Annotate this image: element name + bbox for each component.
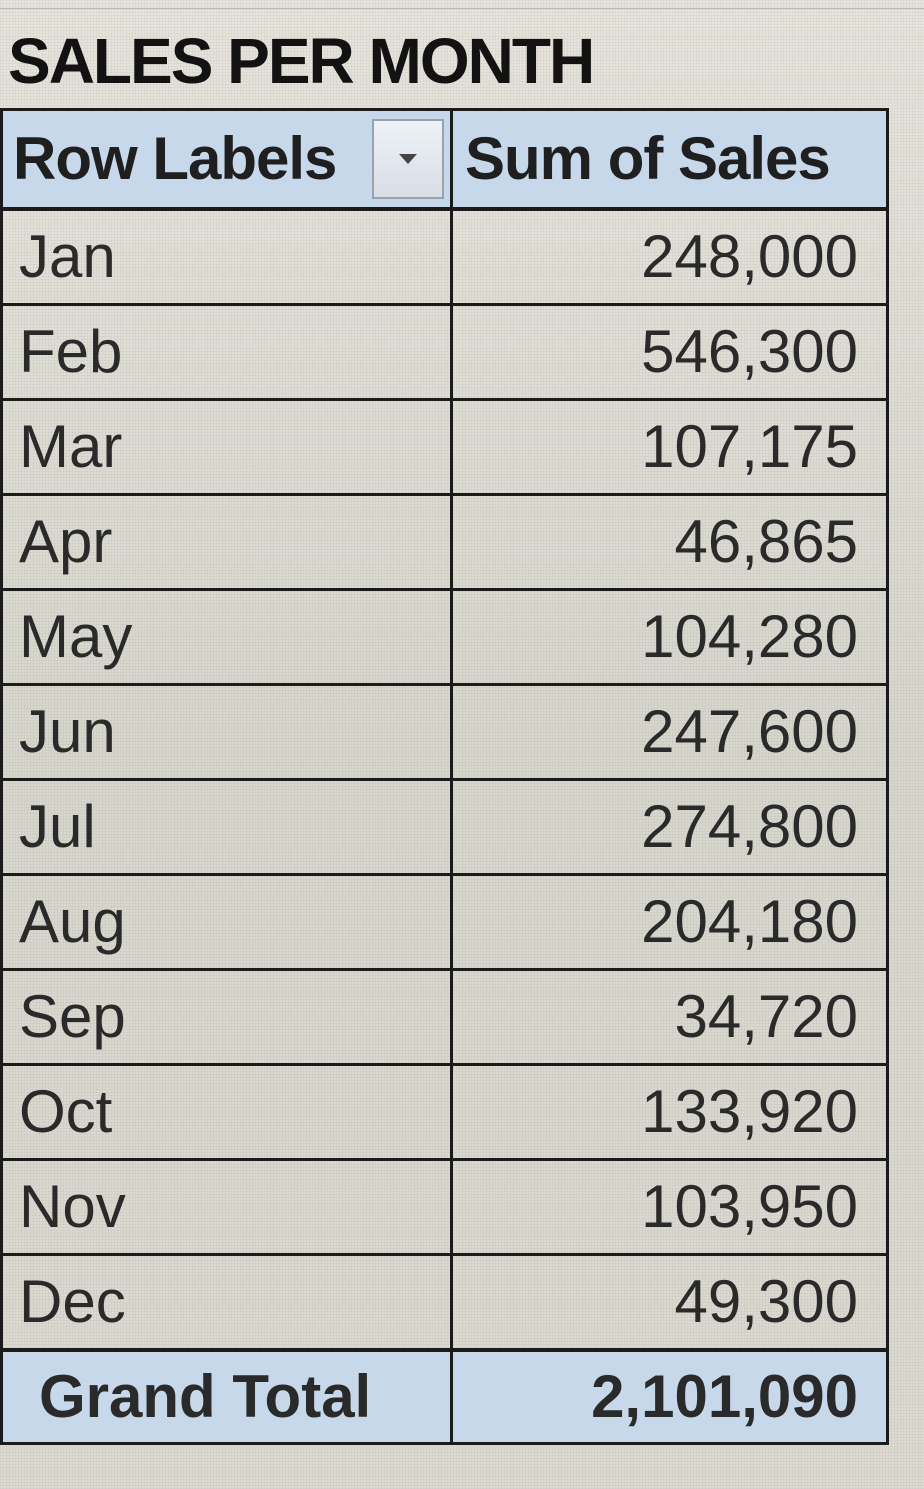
table-row: Jun 247,600 xyxy=(0,683,889,781)
row-labels-header-label: Row Labels xyxy=(13,125,337,192)
month-cell[interactable]: Feb xyxy=(0,303,453,401)
row-labels-filter-button[interactable] xyxy=(372,119,444,199)
table-row: Nov 103,950 xyxy=(0,1158,889,1256)
sales-cell[interactable]: 204,180 xyxy=(450,873,889,971)
month-cell[interactable]: Apr xyxy=(0,493,453,591)
month-cell[interactable]: Nov xyxy=(0,1158,453,1256)
pivot-grid: Row Labels Sum of Sales Jan 248,000 Feb 546… xyxy=(0,108,889,1445)
month-cell[interactable]: Oct xyxy=(0,1063,453,1161)
sales-cell[interactable]: 46,865 xyxy=(450,493,889,591)
chevron-down-icon xyxy=(399,154,417,164)
table-row: Jul 274,800 xyxy=(0,778,889,876)
month-cell[interactable]: Mar xyxy=(0,398,453,496)
sales-cell[interactable]: 49,300 xyxy=(450,1253,889,1352)
sales-cell[interactable]: 104,280 xyxy=(450,588,889,686)
table-row: Apr 46,865 xyxy=(0,493,889,591)
grand-total-label[interactable]: Grand Total xyxy=(0,1348,453,1445)
pivot-header-row: Row Labels Sum of Sales xyxy=(0,108,889,211)
sales-cell[interactable]: 34,720 xyxy=(450,968,889,1066)
month-cell[interactable]: Aug xyxy=(0,873,453,971)
sales-cell[interactable]: 103,950 xyxy=(450,1158,889,1256)
sales-cell[interactable]: 247,600 xyxy=(450,683,889,781)
sales-cell[interactable]: 133,920 xyxy=(450,1063,889,1161)
month-cell[interactable]: Dec xyxy=(0,1253,453,1352)
month-cell[interactable]: May xyxy=(0,588,453,686)
sales-cell[interactable]: 107,175 xyxy=(450,398,889,496)
table-row: Oct 133,920 xyxy=(0,1063,889,1161)
grand-total-value[interactable]: 2,101,090 xyxy=(450,1348,889,1445)
sheet-title[interactable]: SALES PER MONTH xyxy=(8,25,595,97)
table-row: Sep 34,720 xyxy=(0,968,889,1066)
month-cell[interactable]: Jan xyxy=(0,207,453,306)
table-row: Mar 107,175 xyxy=(0,398,889,496)
sales-cell[interactable]: 274,800 xyxy=(450,778,889,876)
sales-cell[interactable]: 248,000 xyxy=(450,207,889,306)
gridline xyxy=(0,0,924,9)
sales-cell[interactable]: 546,300 xyxy=(450,303,889,401)
sum-of-sales-header[interactable]: Sum of Sales xyxy=(450,108,889,211)
table-row: Aug 204,180 xyxy=(0,873,889,971)
pivot-table: Row Labels Sum of Sales Jan 248,000 Feb 546… xyxy=(0,108,889,1445)
row-labels-header[interactable]: Row Labels xyxy=(0,108,453,211)
table-row: Dec 49,300 xyxy=(0,1253,889,1352)
grand-total-row: Grand Total 2,101,090 xyxy=(0,1348,889,1445)
table-row: May 104,280 xyxy=(0,588,889,686)
table-row: Jan 248,000 xyxy=(0,207,889,306)
month-cell[interactable]: Sep xyxy=(0,968,453,1066)
month-cell[interactable]: Jul xyxy=(0,778,453,876)
pivot-body: Jan 248,000 Feb 546,300 Mar 107,175 Apr 46,865 M… xyxy=(0,207,889,1352)
table-row: Feb 546,300 xyxy=(0,303,889,401)
month-cell[interactable]: Jun xyxy=(0,683,453,781)
